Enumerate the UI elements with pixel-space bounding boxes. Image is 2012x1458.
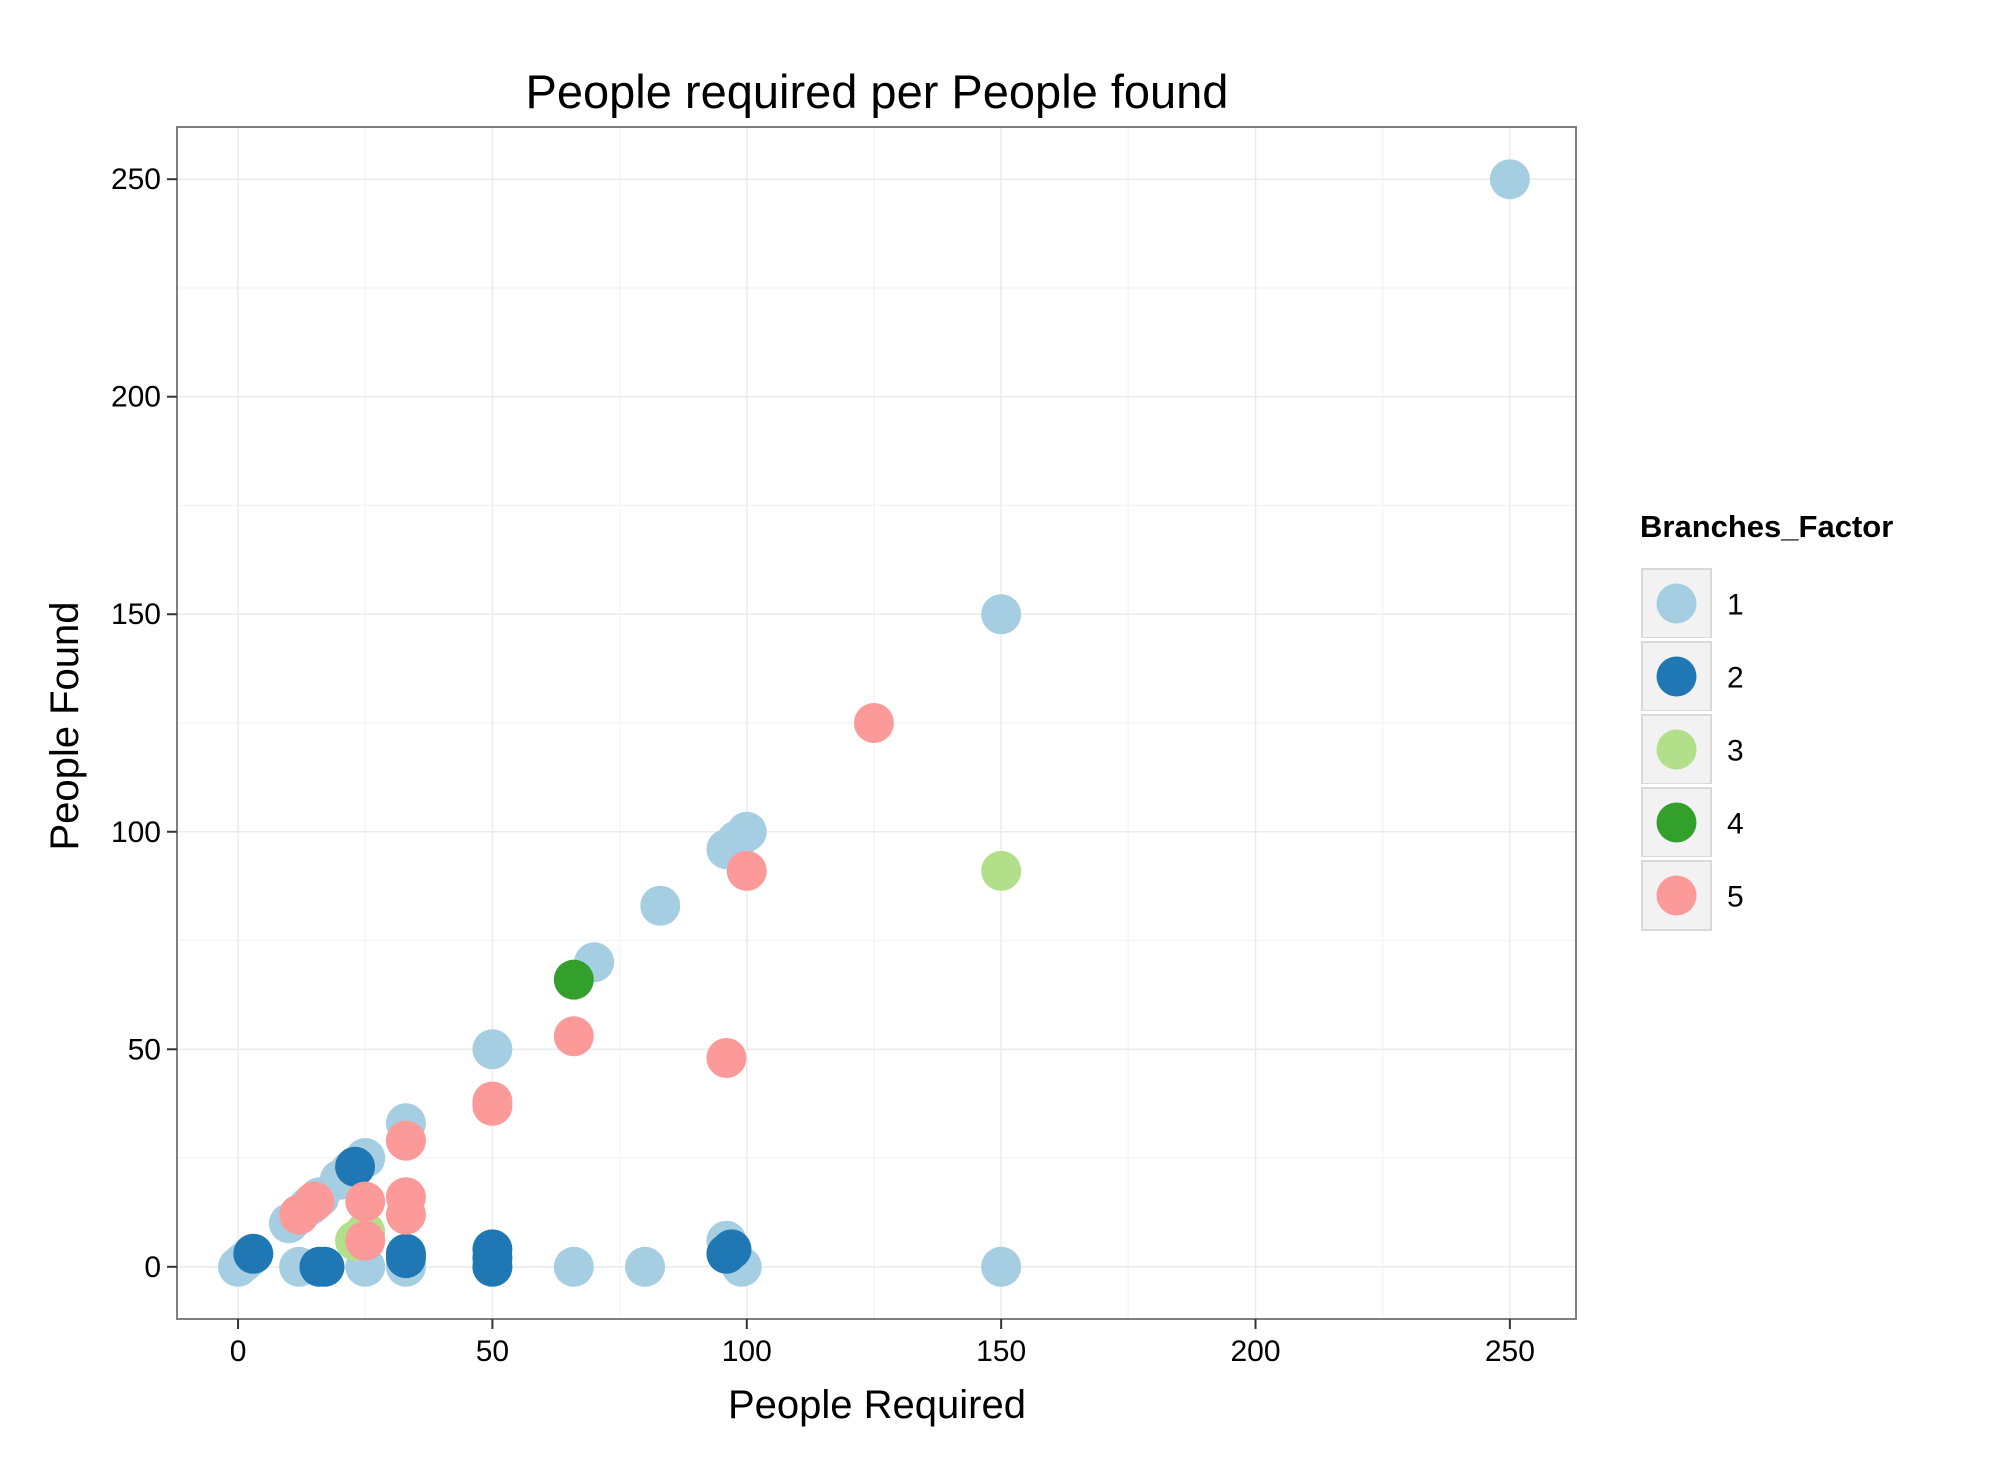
data-point [726, 811, 767, 852]
legend-key-point [1656, 656, 1697, 697]
data-point [640, 885, 681, 926]
y-tick-label: 100 [111, 816, 161, 849]
data-point [304, 1246, 345, 1287]
data-point [711, 1229, 752, 1270]
data-point [853, 703, 894, 743]
series-4 [553, 959, 594, 1000]
data-point [625, 1246, 666, 1287]
legend-key-box [1638, 711, 1715, 788]
series-2 [233, 1146, 752, 1287]
data-point [706, 1037, 747, 1078]
legend-key-point [1656, 875, 1697, 916]
data-points [218, 159, 1530, 1287]
y-tick-label: 250 [111, 163, 161, 196]
data-point [553, 959, 594, 1000]
data-point [335, 1146, 376, 1187]
legend-title: Branches_Factor [1640, 509, 1893, 544]
x-axis: 0 50 100 150 200 250 [230, 1319, 1535, 1368]
x-tick-label: 50 [476, 1335, 509, 1368]
chart-title: People required per People found [526, 65, 1229, 118]
plot-panel-border [176, 126, 1577, 1320]
x-tick-label: 250 [1485, 1335, 1535, 1368]
legend-label: 1 [1727, 589, 1744, 622]
data-point [345, 1220, 386, 1261]
data-point [472, 1081, 513, 1122]
data-point [1489, 159, 1530, 200]
major-gridlines [177, 127, 1576, 1319]
plot-panel [176, 126, 1577, 1320]
legend-label: 3 [1727, 735, 1744, 768]
legend-keys: 1 2 3 4 5 [1638, 565, 1744, 934]
legend-key-frame [1641, 860, 1712, 931]
data-point [726, 850, 767, 891]
legend-label: 2 [1727, 662, 1744, 695]
data-point [233, 1233, 274, 1274]
data-point [981, 1246, 1022, 1287]
x-tick-label: 150 [976, 1335, 1026, 1368]
y-axis-title: People Found [43, 601, 87, 850]
series-5 [279, 703, 894, 1261]
data-point [294, 1181, 335, 1222]
x-tick-label: 0 [230, 1335, 247, 1368]
data-point [385, 1120, 426, 1161]
y-tick-label: 0 [144, 1251, 161, 1284]
y-tick-label: 200 [111, 381, 161, 414]
data-point [553, 1016, 594, 1057]
x-tick-label: 200 [1230, 1335, 1280, 1368]
data-point [345, 1181, 386, 1222]
x-tick-label: 100 [722, 1335, 772, 1368]
data-point [981, 850, 1022, 891]
legend: Branches_Factor 1 2 3 4 5 [1638, 509, 1893, 934]
y-tick-label: 150 [111, 598, 161, 631]
data-point [553, 1246, 594, 1287]
legend-label: 4 [1727, 808, 1744, 841]
legend-key-point [1656, 729, 1697, 770]
legend-label: 5 [1727, 881, 1744, 914]
data-point [385, 1177, 426, 1218]
data-point [472, 1229, 513, 1270]
x-axis-title: People Required [728, 1383, 1026, 1427]
y-axis: 0 50 100 150 200 250 [111, 163, 177, 1284]
y-tick-label: 50 [128, 1033, 161, 1066]
legend-key-point [1656, 802, 1697, 843]
data-point [385, 1233, 426, 1274]
legend-key-box [1638, 784, 1715, 861]
legend-key-point [1656, 583, 1697, 624]
data-point [472, 1029, 513, 1070]
data-point [981, 594, 1022, 635]
